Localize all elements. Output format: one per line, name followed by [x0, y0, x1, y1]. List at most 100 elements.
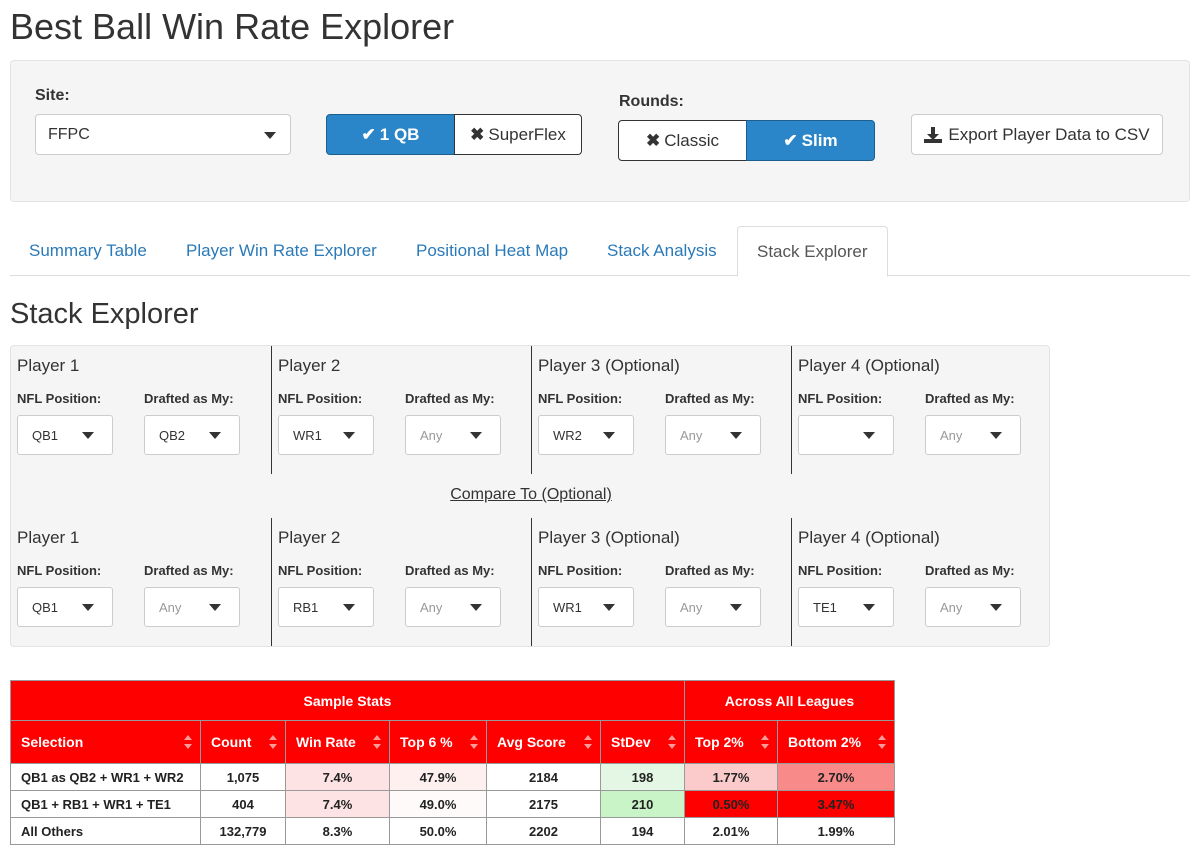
col-header-avg-score[interactable]: Avg Score [486, 720, 601, 764]
control-panel: Site: FFPC ✔ 1 QB ✖ SuperFlex Rounds: ✖ … [10, 60, 1190, 202]
nfl-position-label: NFL Position: [17, 563, 102, 578]
nfl-position-label: NFL Position: [538, 391, 623, 406]
export-csv-button[interactable]: Export Player Data to CSV [911, 114, 1163, 155]
cell-win-rate: 8.3% [285, 817, 390, 845]
app-title: Best Ball Win Rate Explorer [10, 6, 455, 47]
col-header-top6[interactable]: Top 6 % [389, 720, 487, 764]
drafted-as-select[interactable]: Any [665, 587, 761, 627]
drafted-as-value: Any [159, 599, 182, 615]
superflex-toggle[interactable]: ✖ SuperFlex [454, 114, 582, 155]
drafted-as-select[interactable]: Any [405, 415, 501, 455]
slim-toggle[interactable]: ✔ Slim [746, 120, 875, 161]
tab-stack-analysis[interactable]: Stack Analysis [607, 241, 717, 260]
chevron-down-icon [470, 432, 482, 439]
drafted-as-select[interactable]: Any [665, 415, 761, 455]
tab-summary-table[interactable]: Summary Table [29, 241, 147, 260]
table-row: QB1 as QB2 + WR1 + WR2 1,075 7.4% 47.9% … [10, 763, 895, 791]
site-select-value: FFPC [48, 125, 90, 143]
chevron-down-icon [730, 432, 742, 439]
classic-label: Classic [664, 130, 720, 150]
compare-player-2: Player 2 NFL Position: Drafted as My: RB… [271, 518, 531, 646]
stack-stats-table: Sample Stats Across All Leagues Selectio… [10, 680, 895, 845]
nfl-position-select[interactable]: WR2 [538, 415, 634, 455]
primary-player-3: Player 3 (Optional) NFL Position: Drafte… [531, 346, 791, 474]
nfl-position-value: QB1 [32, 427, 59, 443]
table-row: All Others 132,779 8.3% 50.0% 2202 194 2… [10, 817, 895, 845]
player-title: Player 1 [17, 528, 80, 547]
tab-stack-explorer[interactable]: Stack Explorer [737, 226, 888, 277]
chevron-down-icon [82, 604, 94, 611]
sort-icon [269, 735, 277, 749]
chevron-down-icon [343, 604, 355, 611]
col-header-win-rate[interactable]: Win Rate [285, 720, 390, 764]
compare-heading: Compare To (Optional) [450, 486, 612, 503]
cell-selection: All Others [10, 817, 201, 845]
chevron-down-icon [990, 432, 1002, 439]
cell-top2: 2.01% [684, 817, 778, 845]
stack-explorer-panel: Player 1 NFL Position: Drafted as My: QB… [10, 345, 1050, 647]
cell-avg-score: 2175 [486, 790, 601, 818]
sort-icon [470, 735, 478, 749]
col-header-top2[interactable]: Top 2% [684, 720, 778, 764]
cell-stdev: 198 [600, 763, 685, 791]
cell-bottom2: 3.47% [777, 790, 895, 818]
drafted-as-value: Any [680, 599, 703, 615]
tab-positional-heat-map[interactable]: Positional Heat Map [416, 241, 569, 260]
cell-stdev: 194 [600, 817, 685, 845]
drafted-as-select[interactable]: Any [925, 415, 1021, 455]
drafted-as-select[interactable]: QB2 [144, 415, 240, 455]
cell-bottom2: 2.70% [777, 763, 895, 791]
col-header-label: Top 2% [695, 734, 744, 750]
one-qb-toggle[interactable]: ✔ 1 QB [326, 114, 455, 155]
drafted-as-select[interactable]: Any [144, 587, 240, 627]
x-icon: ✖ [470, 124, 485, 144]
table-row: QB1 + RB1 + WR1 + TE1 404 7.4% 49.0% 217… [10, 790, 895, 818]
drafted-as-label: Drafted as My: [925, 391, 1015, 406]
nfl-position-value: QB1 [32, 599, 59, 615]
nfl-position-label: NFL Position: [17, 391, 102, 406]
col-header-stdev[interactable]: StDev [600, 720, 685, 764]
nfl-position-select[interactable]: QB1 [17, 587, 113, 627]
drafted-as-label: Drafted as My: [405, 391, 495, 406]
chevron-down-icon [863, 604, 875, 611]
col-header-count[interactable]: Count [200, 720, 286, 764]
cell-win-rate: 7.4% [285, 763, 390, 791]
col-header-label: Avg Score [497, 734, 566, 750]
col-header-bottom2[interactable]: Bottom 2% [777, 720, 895, 764]
nfl-position-select[interactable] [798, 415, 894, 455]
drafted-as-value: Any [940, 427, 963, 443]
drafted-as-value: Any [680, 427, 703, 443]
chevron-down-icon [990, 604, 1002, 611]
nfl-position-select[interactable]: RB1 [278, 587, 374, 627]
drafted-as-select[interactable]: Any [925, 587, 1021, 627]
nfl-position-label: NFL Position: [278, 391, 363, 406]
classic-toggle[interactable]: ✖ Classic [618, 120, 747, 161]
nfl-position-select[interactable]: WR1 [278, 415, 374, 455]
nfl-position-select[interactable]: TE1 [798, 587, 894, 627]
x-icon: ✖ [645, 130, 661, 150]
chevron-down-icon [209, 604, 221, 611]
chevron-down-icon [209, 432, 221, 439]
nfl-position-select[interactable]: QB1 [17, 415, 113, 455]
site-select[interactable]: FFPC [35, 114, 291, 155]
section-title: Stack Explorer [10, 298, 199, 330]
compare-player-3: Player 3 (Optional) NFL Position: Drafte… [531, 518, 791, 646]
player-title: Player 3 (Optional) [538, 356, 680, 375]
nfl-position-label: NFL Position: [538, 563, 623, 578]
drafted-as-select[interactable]: Any [405, 587, 501, 627]
rounds-label: Rounds: [619, 93, 684, 110]
player-title: Player 2 [278, 528, 341, 547]
col-header-selection[interactable]: Selection [10, 720, 201, 764]
tab-player-win-rate-explorer[interactable]: Player Win Rate Explorer [186, 241, 377, 260]
cell-selection: QB1 as QB2 + WR1 + WR2 [10, 763, 201, 791]
drafted-as-value: Any [420, 427, 443, 443]
drafted-as-label: Drafted as My: [144, 563, 234, 578]
tab-bar: Summary Table Player Win Rate Explorer P… [10, 226, 1190, 277]
sort-icon [878, 735, 886, 749]
nfl-position-value: WR1 [293, 427, 322, 443]
nfl-position-select[interactable]: WR1 [538, 587, 634, 627]
col-header-label: Count [211, 734, 252, 750]
primary-player-2: Player 2 NFL Position: Drafted as My: WR… [271, 346, 531, 474]
drafted-as-value: Any [940, 599, 963, 615]
nfl-position-value: WR2 [553, 427, 582, 443]
